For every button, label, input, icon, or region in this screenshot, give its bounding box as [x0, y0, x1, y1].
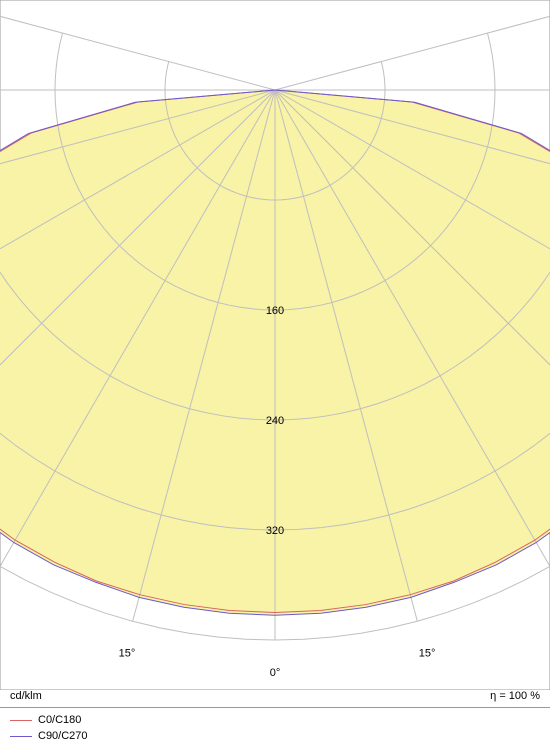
legend: C0/C180 C90/C270	[10, 712, 88, 744]
polar-chart-container: 160 240 320 0° 15° 15° cd/klm η = 100 % C0/C1…	[0, 0, 550, 750]
legend-swatch-c0	[10, 720, 32, 721]
legend-label-c90: C90/C270	[38, 730, 88, 742]
polar-chart: 160 240 320 0° 15° 15°	[0, 0, 550, 690]
legend-item-c90: C90/C270	[10, 728, 88, 744]
footer-divider	[0, 707, 550, 708]
legend-item-c0: C0/C180	[10, 712, 88, 728]
efficiency-label: η = 100 %	[490, 690, 540, 702]
svg-text:240: 240	[266, 415, 284, 427]
svg-text:160: 160	[266, 305, 284, 317]
svg-text:320: 320	[266, 525, 284, 537]
legend-label-c0: C0/C180	[38, 714, 81, 726]
legend-swatch-c90	[10, 736, 32, 737]
svg-text:15°: 15°	[119, 648, 136, 660]
svg-text:0°: 0°	[270, 667, 281, 679]
svg-text:15°: 15°	[419, 648, 436, 660]
unit-label: cd/klm	[10, 690, 42, 702]
